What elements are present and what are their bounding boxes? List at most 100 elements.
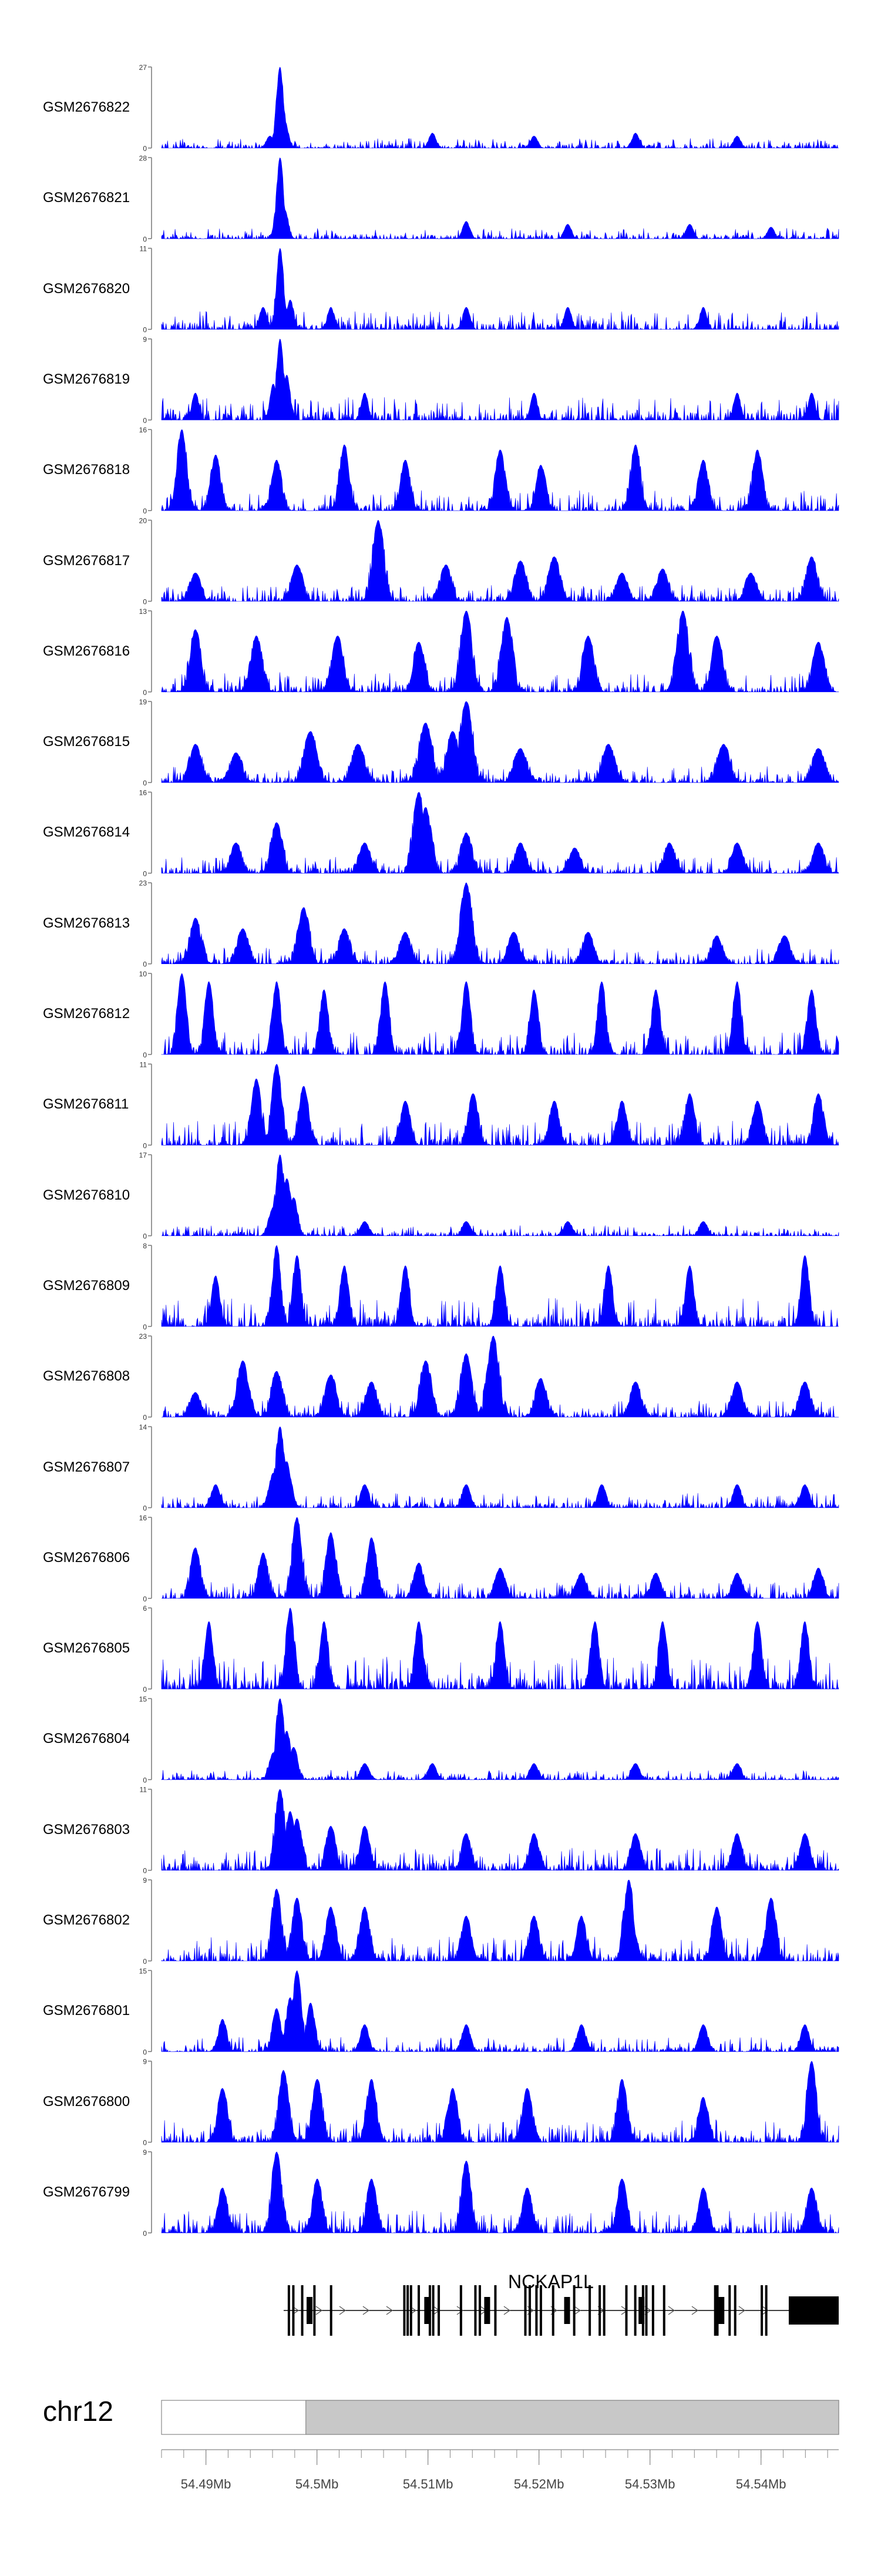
exon-block — [718, 2297, 725, 2324]
x-tick-label: 54.52Mb — [514, 2477, 564, 2491]
coverage-area — [161, 2151, 839, 2234]
y-min-label: 0 — [143, 235, 147, 243]
exon-block — [478, 2285, 481, 2336]
exon-block — [494, 2285, 497, 2336]
coverage-area — [161, 610, 839, 693]
track-GSM2676812: 10 0 — [139, 970, 839, 1059]
track-label: GSM2676799 — [43, 2184, 130, 2200]
exon-block — [589, 2285, 591, 2336]
track-GSM2676822: 27 0 — [139, 63, 839, 153]
y-max-label: 11 — [140, 1786, 147, 1794]
track-label: GSM2676822 — [43, 99, 130, 115]
exon-block — [598, 2285, 601, 2336]
exon-block — [663, 2285, 665, 2336]
y-min-label: 0 — [143, 598, 147, 606]
exon-block — [287, 2285, 290, 2336]
track-label: GSM2676808 — [43, 1368, 130, 1385]
exon-block — [603, 2285, 606, 2336]
y-max-label: 19 — [139, 698, 147, 706]
strand-arrow — [386, 2306, 394, 2315]
chromosome-label: chr12 — [43, 2396, 114, 2427]
y-max-label: 8 — [143, 1242, 147, 1250]
strand-arrow — [456, 2306, 464, 2315]
track-GSM2676815: 19 0 — [139, 698, 839, 787]
strand-arrow — [362, 2306, 370, 2315]
track-label: GSM2676801 — [43, 2003, 130, 2019]
coverage-area — [161, 1426, 839, 1509]
track-label: GSM2676821 — [43, 190, 130, 206]
exon-block — [292, 2285, 295, 2336]
track-GSM2676813: 23 0 — [139, 879, 839, 969]
exon-block — [638, 2297, 645, 2324]
track-GSM2676802: 90 — [143, 1876, 839, 1966]
track-label: GSM2676814 — [43, 824, 130, 841]
exon-block — [641, 2285, 644, 2336]
exon-block — [645, 2285, 648, 2336]
track-label: GSM2676820 — [43, 280, 130, 297]
coverage-area — [161, 1245, 839, 1328]
track-label: GSM2676802 — [43, 1912, 130, 1928]
x-tick-label: 54.51Mb — [403, 2477, 453, 2491]
y-min-label: 0 — [143, 1685, 147, 1694]
y-min-label: 0 — [143, 2139, 147, 2147]
y-min-label: 0 — [143, 1141, 147, 1150]
track-GSM2676799: 90 — [143, 2148, 839, 2238]
exon-block — [714, 2285, 717, 2336]
track-GSM2676800: 90 — [143, 2058, 839, 2147]
gene-name-label: NCKAP1L — [508, 2271, 594, 2292]
chromosome-ideogram — [161, 2400, 839, 2435]
y-min-label: 0 — [143, 145, 147, 153]
coverage-area — [161, 66, 839, 149]
exon-block — [484, 2297, 490, 2324]
exon-block — [428, 2285, 431, 2336]
strand-arrow — [762, 2306, 769, 2315]
exon-block — [329, 2285, 332, 2336]
track-label: GSM2676816 — [43, 643, 130, 659]
gene-model — [283, 2285, 839, 2336]
track-label: GSM2676803 — [43, 1821, 130, 1838]
exon-block — [524, 2285, 527, 2336]
track-GSM2676816: 13 0 — [139, 607, 839, 697]
exon-block — [651, 2285, 654, 2336]
track-GSM2676804: 15 0 — [139, 1695, 839, 1784]
exon-block — [474, 2285, 477, 2336]
track-GSM2676814: 16 0 — [139, 788, 839, 878]
exon-block — [301, 2285, 304, 2336]
y-min-label: 0 — [143, 869, 147, 878]
coverage-area — [162, 1517, 839, 1599]
track-label: GSM2676811 — [43, 1096, 129, 1113]
y-max-label: 11 — [140, 1060, 147, 1069]
track-label: GSM2676809 — [43, 1277, 130, 1294]
y-max-label: 27 — [139, 63, 147, 72]
track-label: GSM2676818 — [43, 462, 130, 478]
exon-block — [307, 2297, 313, 2324]
y-max-label: 28 — [139, 154, 147, 162]
track-GSM2676810: 17 0 — [139, 1151, 839, 1241]
track-GSM2676808: 23 0 — [139, 1332, 839, 1422]
y-min-label: 0 — [143, 1957, 147, 1966]
strand-arrow — [691, 2306, 699, 2315]
track-GSM2676805: 60 — [143, 1604, 839, 1694]
exon-block — [438, 2285, 441, 2336]
exon-block — [564, 2297, 570, 2324]
track-label: GSM2676819 — [43, 371, 130, 387]
utr-block — [788, 2296, 839, 2325]
y-max-label: 23 — [139, 1332, 147, 1341]
track-label: GSM2676800 — [43, 2093, 130, 2110]
track-label: GSM2676805 — [43, 1640, 130, 1657]
y-min-label: 0 — [143, 1504, 147, 1513]
track-label: GSM2676813 — [43, 915, 130, 931]
track-label: GSM2676817 — [43, 552, 130, 569]
y-min-label: 0 — [143, 1413, 147, 1422]
coverage-area — [161, 1970, 839, 2053]
exon-block — [529, 2285, 532, 2336]
y-max-label: 11 — [140, 245, 147, 253]
track-GSM2676809: 80 — [143, 1242, 839, 1331]
track-label: GSM2676804 — [43, 1731, 130, 1747]
ideogram-highlight — [305, 2400, 839, 2435]
coverage-area — [161, 520, 839, 602]
exon-block — [728, 2285, 731, 2336]
y-max-label: 9 — [143, 335, 147, 344]
